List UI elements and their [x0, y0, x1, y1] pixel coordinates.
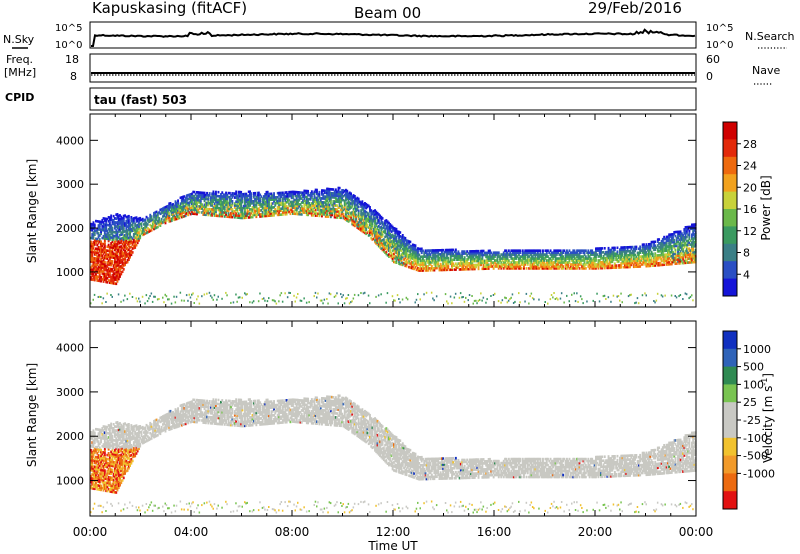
- colorbar-tick-label: -1000: [743, 467, 775, 480]
- xtick-label: 04:00: [174, 525, 209, 539]
- colorbar-swatch: [723, 226, 737, 245]
- xtick-label: 12:00: [376, 525, 411, 539]
- power-ylabel: Slant Range [km]: [25, 159, 39, 263]
- noise-tick-right-high: 10^5: [706, 23, 733, 34]
- colorbar-swatch: [723, 191, 737, 210]
- ytick-label: 4000: [56, 342, 84, 355]
- colorbar-tick-label: -100: [743, 432, 768, 445]
- velocity-colorbar: 1000 500 100 25 -25 -100 -500 -1000: [722, 330, 775, 510]
- velocity-colorbar-label: Velocity [m s-1]: [760, 373, 775, 463]
- beam-title: Beam 00: [354, 4, 421, 22]
- station-title: Kapuskasing (fitACF): [92, 0, 247, 17]
- colorbar-tick-label: 100: [743, 378, 764, 391]
- noise-tick-left-low: 10^0: [55, 40, 82, 51]
- colorbar-swatch: [723, 174, 737, 193]
- colorbar-tick-label: 500: [743, 361, 764, 374]
- time-axis-label: Time UT: [367, 539, 418, 553]
- colorbar-swatch: [723, 437, 737, 457]
- colorbar-tick-label: 8: [743, 247, 750, 260]
- nave-tick-low: 0: [706, 70, 713, 83]
- colorbar-swatch: [723, 261, 737, 280]
- colorbar-swatch: [723, 348, 737, 368]
- freq-unit-label: [MHz]: [4, 66, 36, 79]
- power-colorbar-label: Power [dB]: [759, 175, 773, 240]
- ytick-label: 1000: [56, 266, 84, 279]
- colorbar-swatch: [723, 209, 737, 227]
- colorbar-swatch: [723, 243, 737, 262]
- colorbar-swatch: [723, 366, 737, 385]
- colorbar-swatch: [723, 139, 737, 158]
- power-colorbar: 4 8 12 16 20 24 28: [722, 121, 757, 297]
- noise-tick-right-low: 10^0: [706, 40, 733, 51]
- colorbar-swatch: [723, 156, 737, 175]
- nave-tick-high: 60: [706, 53, 720, 66]
- colorbar-tick-label: 4: [743, 268, 750, 281]
- cpid-panel: CPID tau (fast) 503: [5, 87, 697, 111]
- nsky-label: N.Sky: [3, 33, 35, 46]
- colorbar-swatch: [723, 473, 737, 492]
- freq-label: Freq.: [6, 53, 33, 66]
- colorbar-tick-label: 25: [743, 396, 757, 409]
- power-echo-cells: [90, 186, 697, 305]
- colorbar-tick-label: 16: [743, 203, 757, 216]
- colorbar-tick-label: 24: [743, 160, 757, 173]
- xtick-label: 00:00: [679, 525, 714, 539]
- ytick-label: 2000: [56, 430, 84, 443]
- noise-tick-left-high: 10^5: [55, 23, 82, 34]
- colorbar-swatch: [723, 491, 737, 510]
- colorbar-tick-label: 20: [743, 181, 757, 194]
- velocity-echo-cells: [90, 394, 697, 514]
- freq-nave-panel: Freq. [MHz] 18 8 60 0 Nave: [4, 53, 780, 85]
- colorbar-swatch: [723, 122, 737, 140]
- colorbar-tick-label: -500: [743, 450, 768, 463]
- colorbar-tick-label: 12: [743, 225, 757, 238]
- cpid-label: CPID: [5, 91, 34, 104]
- ytick-label: 1000: [56, 475, 84, 488]
- colorbar-swatch: [723, 278, 737, 297]
- colorbar-swatch: [723, 455, 737, 474]
- power-panel: 1000 2000 3000 4000 Slant Range [km] 4 8 12 16…: [25, 113, 773, 308]
- xtick-label: 20:00: [578, 525, 613, 539]
- colorbar-tick-label: 28: [743, 138, 757, 151]
- xtick-label: 00:00: [73, 525, 108, 539]
- ytick-label: 3000: [56, 386, 84, 399]
- colorbar-tick-label: -25: [743, 414, 761, 427]
- colorbar-swatch: [723, 402, 737, 421]
- velocity-panel: 1000 2000 3000 4000 00:00 04:00 08:00 12:00 16:0…: [25, 320, 775, 553]
- xtick-label: 16:00: [477, 525, 512, 539]
- colorbar-swatch: [723, 331, 737, 350]
- colorbar-tick-label: 1000: [743, 343, 771, 356]
- velocity-ylabel: Slant Range [km]: [25, 363, 39, 467]
- noise-panel: N.Sky 10^5 10^0 10^5 10^0 N.Search: [3, 21, 795, 51]
- ytick-label: 3000: [56, 178, 84, 191]
- nave-label: Nave: [752, 64, 780, 77]
- cpid-value: tau (fast) 503: [94, 93, 187, 107]
- freq-tick-low: 8: [70, 70, 77, 83]
- ytick-label: 2000: [56, 222, 84, 235]
- date-title: 29/Feb/2016: [588, 0, 682, 17]
- ytick-label: 4000: [56, 134, 84, 147]
- freq-tick-high: 18: [65, 53, 79, 66]
- colorbar-swatch: [723, 384, 737, 403]
- colorbar-swatch: [723, 420, 737, 439]
- nsearch-label: N.Search: [745, 30, 795, 43]
- xtick-label: 08:00: [275, 525, 310, 539]
- noise-sky-line: [91, 28, 696, 47]
